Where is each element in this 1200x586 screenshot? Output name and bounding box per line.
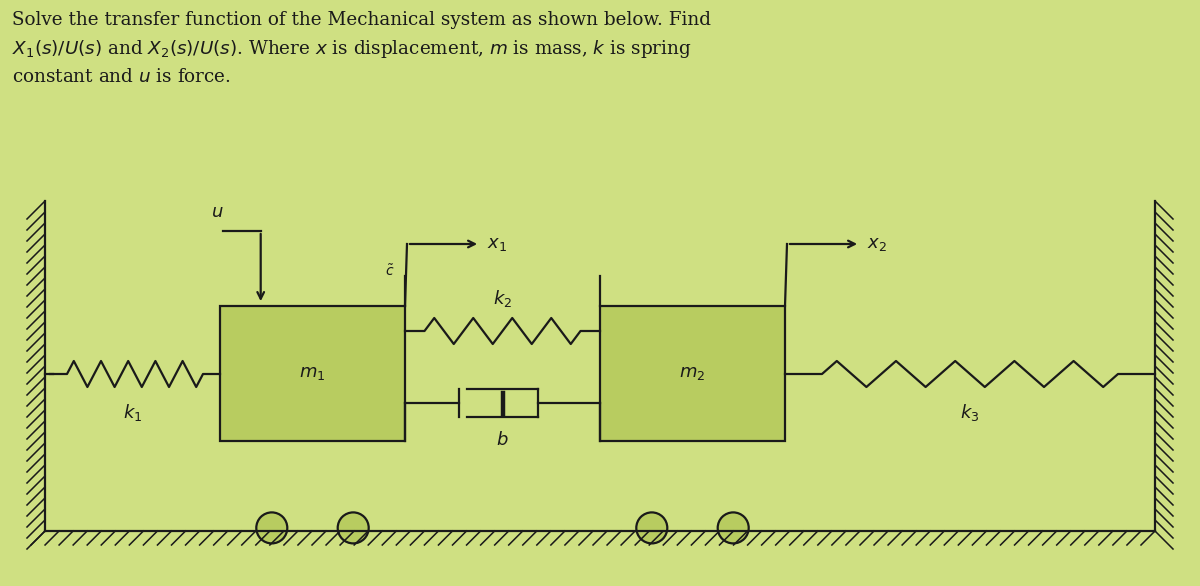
Text: $x_2$: $x_2$ bbox=[866, 235, 887, 253]
Bar bbox=[220, 306, 406, 441]
Circle shape bbox=[257, 512, 287, 543]
Bar bbox=[600, 306, 785, 441]
Circle shape bbox=[718, 512, 749, 543]
Text: $k_1$: $k_1$ bbox=[122, 402, 142, 423]
Text: $m_2$: $m_2$ bbox=[679, 364, 706, 383]
Circle shape bbox=[337, 512, 368, 543]
Circle shape bbox=[636, 512, 667, 543]
Text: $k_2$: $k_2$ bbox=[493, 288, 512, 309]
Text: $\tilde{c}$: $\tilde{c}$ bbox=[385, 263, 395, 279]
Text: $x_1$: $x_1$ bbox=[487, 235, 506, 253]
Text: Solve the transfer function of the Mechanical system as shown below. Find
$X_1(s: Solve the transfer function of the Mecha… bbox=[12, 11, 710, 86]
Text: $k_3$: $k_3$ bbox=[960, 402, 979, 423]
Text: $u$: $u$ bbox=[211, 203, 224, 221]
Text: $m_1$: $m_1$ bbox=[299, 364, 325, 383]
Text: $b$: $b$ bbox=[497, 431, 509, 449]
